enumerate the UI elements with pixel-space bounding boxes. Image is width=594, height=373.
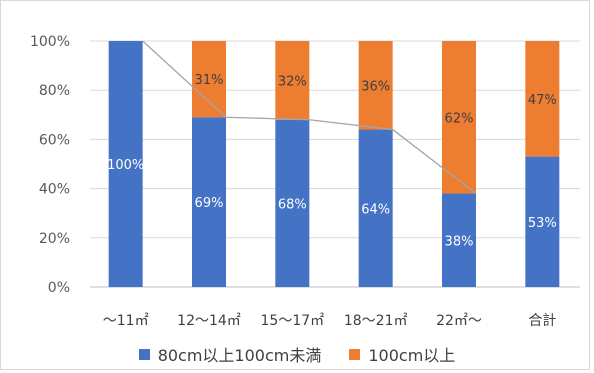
legend-item-series-1: 80cm以上100cm未満	[138, 342, 322, 366]
bar-1-3	[275, 119, 310, 287]
y-tick-label: 80%	[39, 83, 70, 99]
x-tick-label: 15〜17㎡	[261, 313, 325, 329]
bar-2-5	[442, 41, 476, 194]
data-label: 47%	[528, 93, 557, 108]
data-label: 32%	[278, 74, 307, 89]
bar-2-6	[525, 41, 560, 157]
bar-1-6	[525, 156, 560, 287]
data-label: 100%	[107, 158, 144, 173]
x-tick-label: 18〜21㎡	[344, 313, 408, 329]
legend-swatch-series-2	[349, 348, 361, 360]
data-label: 36%	[361, 79, 390, 94]
bar-1-2	[192, 117, 226, 287]
data-label: 69%	[195, 196, 224, 211]
data-label: 68%	[278, 197, 307, 212]
x-tick-label: 〜11㎡	[103, 313, 149, 329]
bar-2-4	[358, 41, 393, 130]
y-tick-label: 20%	[39, 231, 70, 247]
y-tick-label: 0%	[48, 280, 70, 296]
x-tick-label: 22㎡〜	[436, 313, 482, 329]
bar-2-3	[275, 41, 310, 120]
bar-1-5	[442, 193, 476, 287]
data-label: 53%	[528, 216, 557, 231]
connector-line	[142, 40, 477, 195]
y-tick-label: 100%	[30, 34, 70, 50]
legend-label-series-2: 100cm以上	[368, 346, 456, 365]
stacked-bar-chart: 0% 20% 40% 60% 80% 100% 100% 69% 31% 68% 32% 64% 36%…	[30, 34, 580, 329]
data-label: 31%	[195, 73, 224, 88]
legend-label-series-1: 80cm以上100cm未満	[157, 346, 322, 365]
legend: 80cm以上100cm未満 100cm以上	[0, 342, 594, 366]
x-tick-label: 合計	[528, 313, 556, 329]
bar-1-1	[108, 41, 143, 287]
bar-2-2	[192, 41, 226, 118]
y-tick-label: 40%	[39, 182, 70, 198]
bar-1-4	[358, 129, 393, 287]
data-label: 62%	[445, 111, 474, 126]
legend-swatch-series-1	[138, 348, 150, 360]
data-label: 64%	[361, 202, 390, 217]
y-tick-label: 60%	[39, 132, 70, 148]
legend-item-series-2: 100cm以上	[349, 342, 455, 366]
x-tick-label: 12〜14㎡	[177, 313, 241, 329]
data-label: 38%	[445, 234, 474, 249]
